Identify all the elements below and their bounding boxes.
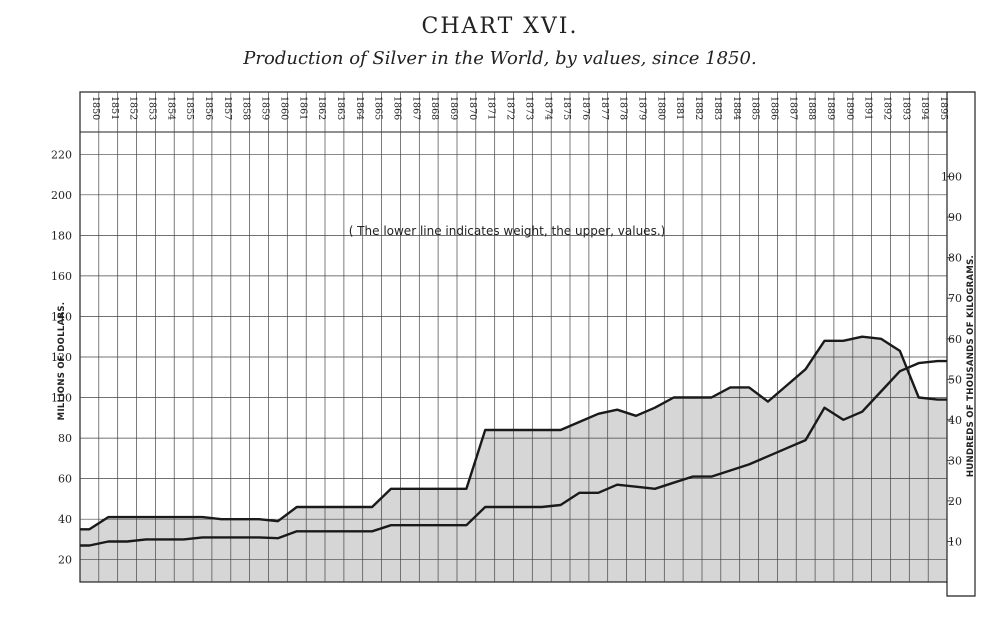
year-label: 1895 — [938, 96, 949, 120]
y2-tick-label: 100 — [941, 171, 962, 184]
year-label: 1875 — [561, 96, 572, 120]
year-label: 1878 — [618, 96, 629, 120]
year-label: 1866 — [392, 96, 403, 120]
y-tick-label: 100 — [51, 392, 72, 405]
year-label: 1858 — [241, 96, 252, 120]
grid-layer — [79, 91, 976, 597]
year-label: 1863 — [335, 96, 346, 120]
series-line-layer — [80, 335, 947, 547]
y2-tick-label: 10 — [948, 536, 962, 549]
year-label: 1876 — [580, 96, 591, 120]
y-tick-label: 160 — [51, 270, 72, 283]
y2-tick-label: 70 — [948, 292, 962, 305]
year-label: 1857 — [222, 96, 233, 120]
year-label: 1881 — [674, 96, 685, 120]
y2-tick-label: 80 — [948, 252, 962, 265]
year-label: 1860 — [278, 96, 289, 120]
year-label: 1861 — [297, 96, 308, 120]
year-label: 1871 — [486, 96, 497, 120]
y-tick-label: 80 — [58, 432, 72, 445]
year-label: 1852 — [128, 96, 139, 120]
right-scale-panel — [946, 91, 976, 597]
year-label: 1880 — [655, 96, 666, 120]
y-tick-label: 40 — [58, 513, 72, 526]
year-label: 1867 — [410, 96, 421, 120]
y-axis-title: MILLIONS OF DOLLARS. — [57, 302, 67, 421]
y2-tick-label: 20 — [948, 495, 962, 508]
year-label: 1870 — [467, 96, 478, 120]
year-label: 1874 — [542, 96, 553, 120]
year-label: 1856 — [203, 96, 214, 120]
y-tick-label: 120 — [51, 351, 72, 364]
y-tick-label: 220 — [51, 148, 72, 161]
year-label: 1869 — [448, 96, 459, 120]
label-layer: ( The lower line indicates weight, the u… — [51, 96, 976, 567]
y-tick-label: 180 — [51, 229, 72, 242]
y-tick-label: 20 — [58, 554, 72, 567]
y2-tick-label: 50 — [948, 373, 962, 386]
value-series-line — [80, 335, 947, 531]
y-tick-label: 140 — [51, 311, 72, 324]
year-label: 1883 — [712, 96, 723, 120]
year-label: 1891 — [863, 96, 874, 120]
year-label: 1894 — [919, 96, 930, 120]
y2-tick-label: 30 — [948, 454, 962, 467]
year-label: 1853 — [147, 96, 158, 120]
y2-axis-title: HUNDREDS OF THOUSANDS OF KILOGRAMS. — [966, 255, 976, 477]
year-label: 1890 — [844, 96, 855, 120]
year-label: 1850 — [90, 96, 101, 120]
year-label: 1882 — [693, 96, 704, 120]
year-label: 1859 — [260, 96, 271, 120]
y2-tick-label: 40 — [948, 414, 962, 427]
year-label: 1877 — [599, 96, 610, 120]
year-label: 1864 — [354, 96, 365, 120]
year-label: 1893 — [900, 96, 911, 120]
year-label: 1865 — [373, 96, 384, 120]
year-label: 1851 — [109, 96, 120, 120]
year-label: 1884 — [731, 96, 742, 120]
year-label: 1854 — [165, 96, 176, 120]
year-label: 1887 — [787, 96, 798, 120]
y2-tick-label: 60 — [948, 333, 962, 346]
y-tick-label: 200 — [51, 189, 72, 202]
year-label: 1889 — [825, 96, 836, 120]
year-label: 1873 — [523, 96, 534, 120]
year-label: 1855 — [184, 96, 195, 120]
chart-subtitle: Production of Silver in the World, by va… — [243, 48, 757, 69]
year-label: 1879 — [637, 96, 648, 120]
year-label: 1892 — [882, 96, 893, 120]
chart-title: CHART XVI. — [421, 14, 579, 39]
year-label: 1886 — [768, 96, 779, 120]
chart-annotation: ( The lower line indicates weight, the u… — [349, 224, 666, 238]
year-label: 1872 — [505, 96, 516, 120]
y2-tick-label: 90 — [948, 211, 962, 224]
year-label: 1885 — [750, 96, 761, 120]
year-label: 1888 — [806, 96, 817, 120]
year-label: 1862 — [316, 96, 327, 120]
weight-series-line — [80, 359, 947, 547]
year-label: 1868 — [429, 96, 440, 120]
y-tick-label: 60 — [58, 473, 72, 486]
